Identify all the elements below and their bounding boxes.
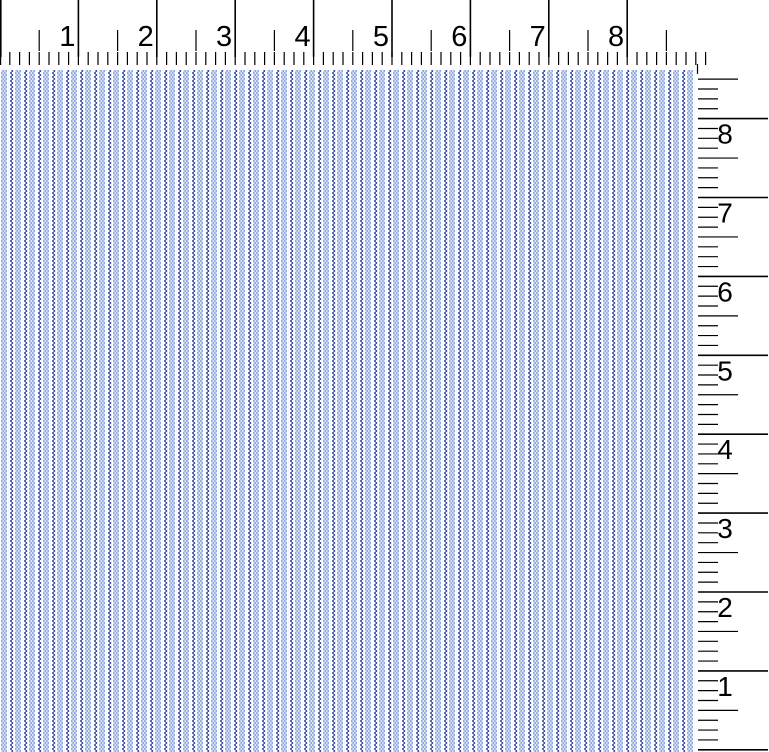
- top-ruler-label: 5: [373, 21, 389, 53]
- top-ruler-label: 6: [451, 21, 467, 53]
- fabric-canvas[interactable]: [0, 70, 695, 752]
- top-ruler-label: 3: [216, 21, 232, 53]
- top-ruler-label: 2: [138, 21, 154, 53]
- top-ruler-label: 1: [59, 21, 75, 53]
- right-ruler-label: 5: [717, 355, 733, 386]
- fabric-swatch[interactable]: [0, 70, 695, 752]
- right-ruler-label: 6: [717, 276, 733, 307]
- right-ruler-label: 4: [717, 434, 733, 465]
- right-ruler-label: 2: [717, 592, 733, 623]
- top-ruler-label: 8: [608, 21, 624, 53]
- top-ruler-label: 4: [294, 21, 310, 53]
- top-ruler-label: 7: [530, 21, 546, 53]
- right-ruler-label: 7: [717, 198, 733, 229]
- right-ruler-label: 3: [717, 513, 733, 544]
- right-ruler-label: 1: [717, 671, 733, 702]
- right-ruler: 8 7 6 5 4 3 2 1: [696, 64, 768, 751]
- right-ruler-label: 8: [717, 119, 733, 150]
- top-ruler: 1 2 3 4 5 6 7 8: [0, 0, 707, 65]
